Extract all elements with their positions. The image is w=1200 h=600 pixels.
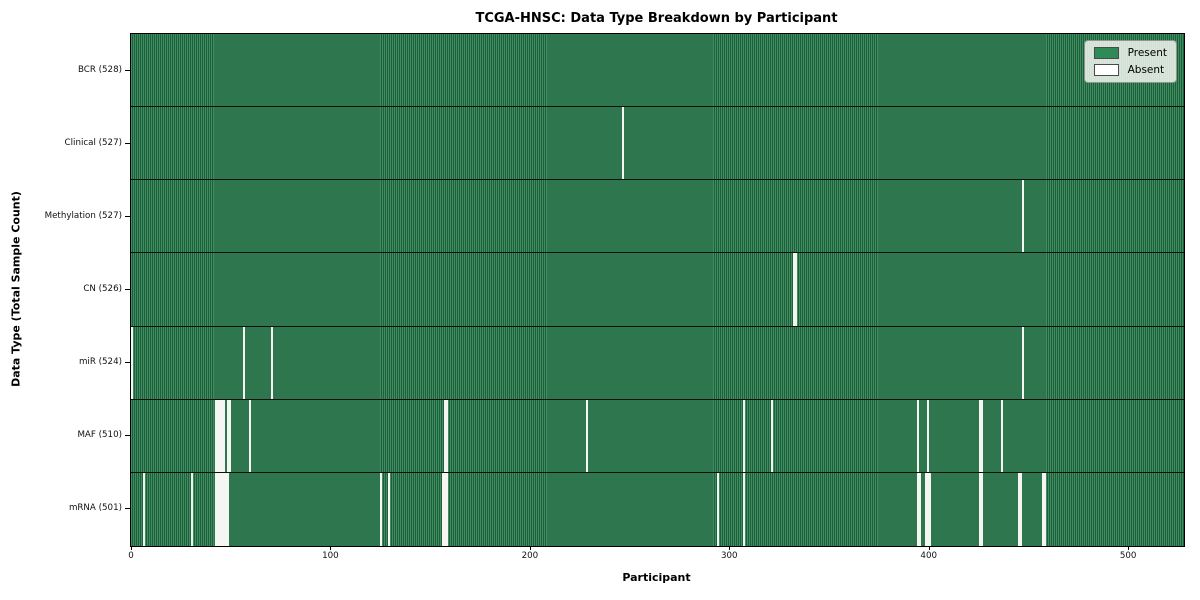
absent-stripe — [926, 472, 929, 546]
absent-stripe — [978, 472, 981, 546]
absent-stripe — [1022, 180, 1025, 253]
y-tick-mark — [125, 69, 130, 71]
legend-entry-absent: Absent — [1093, 64, 1167, 76]
absent-stripe — [220, 399, 223, 472]
x-tick-mark — [130, 546, 132, 550]
absent-stripe — [1018, 472, 1021, 546]
absent-stripe — [446, 399, 449, 472]
x-axis-title: Participant — [622, 571, 691, 584]
absent-stripe — [916, 399, 919, 472]
absent-stripe — [242, 326, 245, 399]
row-maf — [131, 399, 1184, 473]
absent-stripe — [222, 399, 225, 472]
absent-stripe — [793, 253, 796, 326]
plot-area: Present Absent — [130, 33, 1185, 547]
x-tick-label: 100 — [322, 551, 339, 561]
x-tick-label: 200 — [521, 551, 539, 561]
absent-stripe — [216, 472, 219, 546]
row-clinical — [131, 107, 1184, 181]
absent-swatch-icon — [1093, 64, 1119, 76]
legend-present-label: Present — [1127, 47, 1167, 59]
x-tick-label: 500 — [1119, 551, 1137, 561]
row-mrna — [131, 472, 1184, 546]
y-tick-mark — [125, 215, 130, 217]
x-tick-mark — [928, 546, 930, 550]
absent-stripe — [621, 107, 624, 180]
present-swatch-icon — [1093, 47, 1119, 59]
x-tick-mark — [330, 546, 332, 550]
absent-stripe — [388, 472, 391, 546]
absent-stripe — [795, 253, 798, 326]
y-axis-title: Data Type (Total Sample Count) — [9, 191, 23, 387]
absent-stripe — [1042, 472, 1045, 546]
absent-stripe — [270, 326, 273, 399]
absent-stripe — [380, 472, 383, 546]
chart-title: TCGA-HNSC: Data Type Breakdown by Partic… — [475, 11, 838, 26]
absent-stripe — [222, 472, 225, 546]
y-tick-mark — [125, 142, 130, 144]
y-tick-label: Clinical (527) — [64, 137, 122, 148]
row-bcr — [131, 34, 1184, 108]
absent-stripe — [771, 399, 774, 472]
absent-stripe — [928, 472, 931, 546]
absent-stripe — [585, 399, 588, 472]
absent-stripe — [224, 472, 227, 546]
absent-stripe — [1044, 472, 1047, 546]
absent-stripe — [190, 472, 193, 546]
y-tick-mark — [125, 289, 130, 290]
absent-stripe — [218, 399, 221, 472]
y-tick-mark — [125, 362, 130, 364]
y-tick-mark — [125, 508, 130, 510]
absent-stripe — [924, 472, 927, 546]
absent-stripe — [228, 399, 231, 472]
y-tick-label: CN (526) — [83, 284, 122, 294]
absent-stripe — [218, 472, 221, 546]
y-tick-label: MAF (510) — [77, 430, 122, 441]
absent-stripe — [926, 399, 929, 472]
absent-stripe — [142, 472, 145, 546]
legend: Present Absent — [1083, 40, 1177, 83]
absent-stripe — [918, 472, 921, 546]
x-tick-mark — [529, 546, 531, 550]
absent-stripe — [980, 472, 983, 546]
absent-stripe — [226, 472, 229, 546]
absent-stripe — [717, 472, 720, 546]
absent-stripe — [216, 399, 219, 472]
absent-stripe — [442, 472, 445, 546]
absent-stripe — [743, 472, 746, 546]
absent-stripe — [214, 399, 217, 472]
row-cn — [131, 253, 1184, 327]
y-tick-label: miR (524) — [78, 357, 122, 368]
absent-stripe — [248, 399, 251, 472]
y-tick-label: mRNA (501) — [68, 503, 122, 514]
x-tick-label: 0 — [128, 551, 134, 561]
absent-stripe — [226, 399, 229, 472]
absent-stripe — [214, 472, 217, 546]
absent-stripe — [131, 326, 133, 399]
absent-stripe — [1022, 326, 1025, 399]
x-tick-label: 400 — [920, 551, 938, 561]
x-tick-mark — [1128, 546, 1130, 550]
legend-absent-label: Absent — [1127, 64, 1165, 76]
y-tick-label: BCR (528) — [77, 64, 122, 75]
legend-entry-present: Present — [1093, 47, 1167, 59]
absent-stripe — [1000, 399, 1003, 472]
absent-stripe — [743, 399, 746, 472]
y-tick-label: Methylation (527) — [44, 210, 122, 221]
row-mir — [131, 326, 1184, 400]
y-tick-mark — [125, 435, 130, 437]
absent-stripe — [444, 399, 447, 472]
x-tick-mark — [729, 546, 731, 550]
absent-stripe — [446, 472, 449, 546]
absent-stripe — [980, 399, 983, 472]
absent-stripe — [916, 472, 919, 546]
absent-stripe — [444, 472, 447, 546]
row-methylation — [131, 180, 1184, 254]
absent-stripe — [220, 472, 223, 546]
x-tick-label: 300 — [720, 551, 738, 561]
absent-stripe — [1020, 472, 1023, 546]
absent-stripe — [978, 399, 981, 472]
